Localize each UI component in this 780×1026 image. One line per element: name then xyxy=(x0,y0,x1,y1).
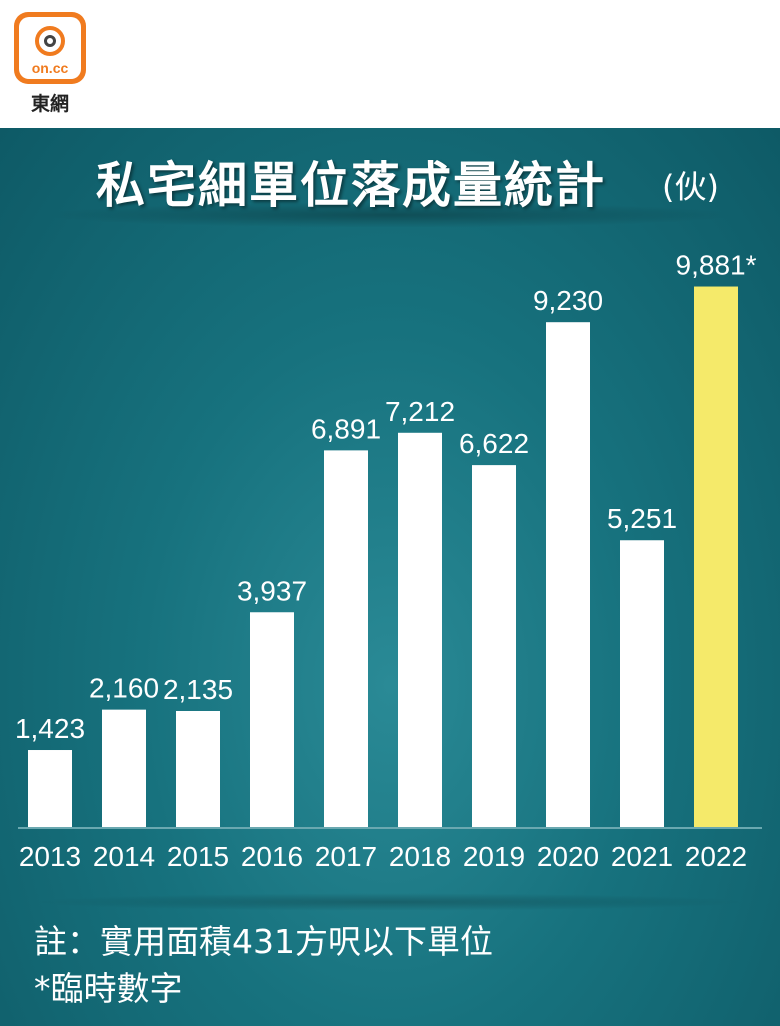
tick-label-2021: 2021 xyxy=(611,841,673,872)
chart-unit: (伙) xyxy=(662,168,719,206)
tick-label-2018: 2018 xyxy=(389,841,451,872)
bar-2016 xyxy=(250,612,294,828)
value-label-2019: 6,622 xyxy=(459,428,529,459)
value-label-2013: 1,423 xyxy=(15,713,85,744)
brand-name: 東網 xyxy=(30,93,69,115)
value-label-2020: 9,230 xyxy=(533,285,603,316)
bar-2013 xyxy=(28,750,72,828)
tick-label-2017: 2017 xyxy=(315,841,377,872)
logo-ring xyxy=(35,26,65,56)
tick-label-2022: 2022 xyxy=(685,841,747,872)
bars-group xyxy=(28,286,738,828)
value-label-2021: 5,251 xyxy=(607,503,677,534)
value-label-2022: 9,881* xyxy=(676,250,757,281)
oncc-logo-icon[interactable]: on.cc xyxy=(14,12,86,84)
chart-title: 私宅細單位落成量統計 xyxy=(96,157,607,214)
note-text: 註：實用面積431方呎以下單位 xyxy=(34,922,493,961)
title-shadow xyxy=(40,202,740,228)
bar-2020 xyxy=(546,322,590,828)
logo-text: on.cc xyxy=(31,60,69,76)
bar-2021 xyxy=(620,540,664,828)
value-label-2015: 2,135 xyxy=(163,674,233,705)
bar-2019 xyxy=(472,465,516,828)
tick-label-2016: 2016 xyxy=(241,841,303,872)
tick-labels-group: 2013 2014 2015 2016 2017 2018 2019 2020 2021 2022 xyxy=(19,841,747,872)
tick-label-2019: 2019 xyxy=(463,841,525,872)
value-label-2014: 2,160 xyxy=(89,673,159,704)
value-label-2016: 3,937 xyxy=(237,575,307,606)
tick-label-2015: 2015 xyxy=(167,841,229,872)
footnote-text: *臨時數字 xyxy=(34,969,183,1008)
value-label-2017: 6,891 xyxy=(311,413,381,444)
bar-2015 xyxy=(176,711,220,828)
bar-2022 xyxy=(694,286,738,828)
tick-label-2013: 2013 xyxy=(19,841,81,872)
tick-label-2020: 2020 xyxy=(537,841,599,872)
tick-label-2014: 2014 xyxy=(93,841,155,872)
bar-2018 xyxy=(398,432,442,828)
header: on.cc 東網 xyxy=(0,0,780,128)
value-label-2018: 7,212 xyxy=(385,396,455,427)
logo-inner: on.cc xyxy=(19,17,81,79)
bar-2017 xyxy=(324,450,368,828)
footer-shadow xyxy=(30,893,750,911)
bar-2014 xyxy=(102,709,146,828)
